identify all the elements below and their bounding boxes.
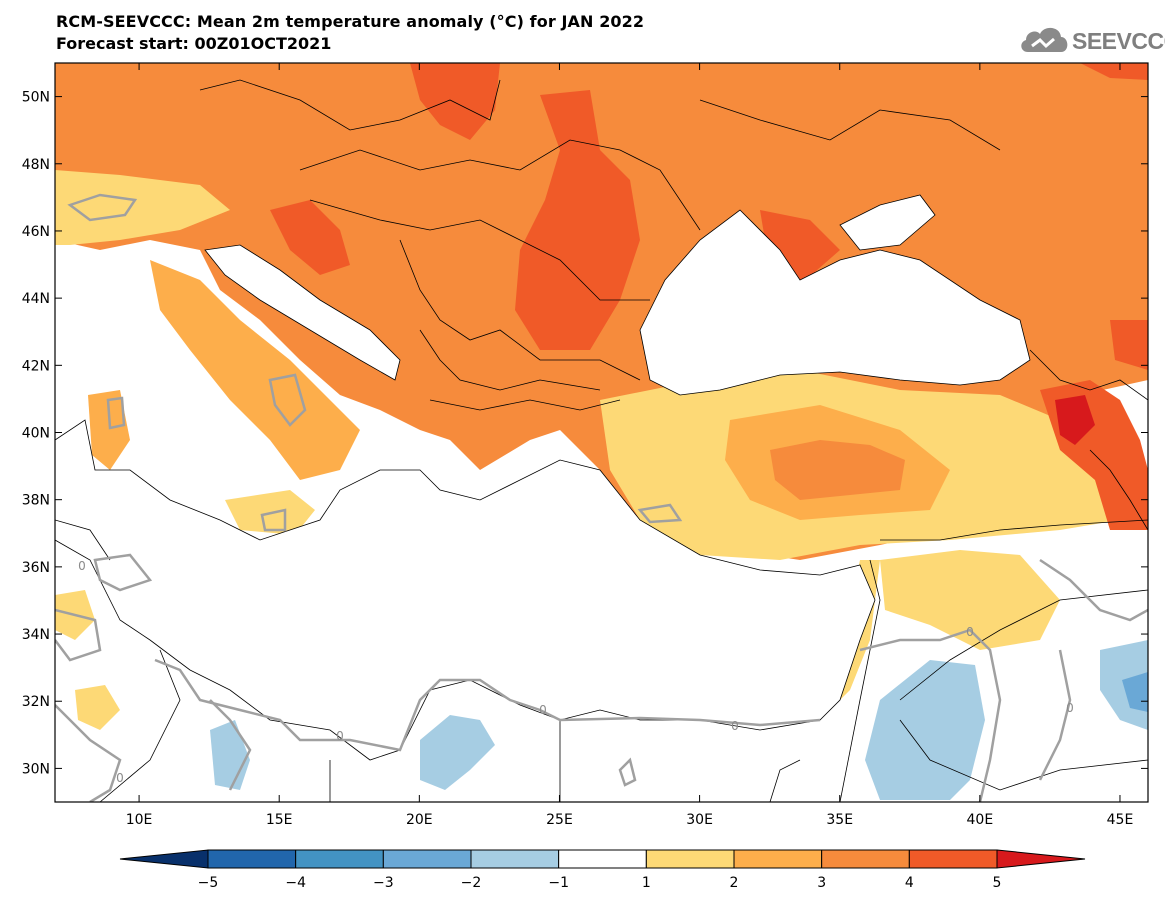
mild-region-libya [75,685,120,730]
lat-label: 44N [22,291,50,307]
longitude-labels: 10E 15E 20E 25E 30E 35E 40E 45E [126,812,1134,828]
contour-label: 0 [731,719,739,733]
cloud-icon [1021,27,1068,52]
lon-label: 10E [126,812,153,828]
map-title: RCM-SEEVCCC: Mean 2m temperature anomaly… [56,12,645,31]
colorbar-segment [908,849,998,869]
lat-label: 50N [22,90,50,106]
warm-core-anatolia [770,440,905,500]
colorbar-segment [558,849,647,869]
lat-label: 46N [22,224,50,240]
hot-core-armenia [1055,395,1095,445]
lat-label: 34N [22,627,50,643]
latitude-labels: 50N 48N 46N 44N 42N 40N 38N 36N 34N 32N 30N [22,90,50,778]
colorbar: −5 −4 −3 −2 −1 1 2 3 4 5 [119,849,1086,891]
lat-label: 40N [22,426,50,442]
colorbar-segment [295,849,384,869]
lat-label: 32N [22,694,50,710]
colorbar-high-triangle [996,849,1086,869]
azov-sea [839,194,936,251]
lat-label: 48N [22,157,50,173]
lon-label: 25E [546,812,573,828]
colorbar-segment [733,849,823,869]
lat-label: 42N [22,358,50,374]
colorbar-label: −4 [285,875,306,891]
map-field: 0 0 0 0 0 0 0 [55,63,1148,802]
mild-region-italy [150,260,360,480]
cool-region-arabia [865,660,985,800]
cool-core-iraq [1122,672,1148,712]
lon-label: 35E [826,812,853,828]
lon-label: 40E [967,812,994,828]
lat-label: 38N [22,493,50,509]
mild-region-levant [880,550,1060,650]
colorbar-segment [645,849,735,869]
contour-label: 0 [966,625,974,639]
forecast-start-label: Forecast start: 00Z01OCT2021 [56,34,332,53]
colorbar-label: 3 [817,875,826,891]
colorbar-label: 4 [905,875,914,891]
colorbar-segment [821,849,910,869]
hot-core-slovenia [270,200,350,275]
seevccc-logo: SEEVCCC [1018,22,1165,56]
zero-contours [55,193,1148,802]
contour-label: 0 [539,703,547,717]
lon-label: 20E [406,812,433,828]
contour-label: 0 [1066,701,1074,715]
contour-label: 0 [116,771,124,785]
axis-ticks [55,63,1148,802]
lon-label: 15E [266,812,293,828]
colorbar-label: −2 [461,875,482,891]
colorbar-label: −5 [198,875,219,891]
adriatic-sea [204,244,401,381]
colorbar-segment [470,849,560,869]
contour-label: 0 [336,729,344,743]
black-sea [639,209,1031,396]
cool-region-cyrenaica [420,715,495,790]
hot-core-east [1110,320,1148,370]
hot-core-romania [515,90,640,350]
logo-text: SEEVCCC [1072,28,1165,54]
hot-core-ne [1080,63,1148,80]
contour-label: 0 [78,559,86,573]
colorbar-label: −3 [373,875,394,891]
lon-label: 30E [686,812,713,828]
colorbar-segment [382,849,472,869]
colorbar-label: 5 [993,875,1002,891]
lat-label: 36N [22,560,50,576]
mild-region-sardinia [88,390,130,470]
mild-region-alps [55,170,230,245]
colorbar-label: 2 [730,875,739,891]
lat-label: 30N [22,761,50,777]
colorbar-low-triangle [119,849,209,869]
hot-core-hungary [410,63,500,140]
colorbar-segment [207,849,297,869]
country-borders [55,79,1148,802]
colorbar-label: −1 [548,875,569,891]
contour-labels: 0 0 0 0 0 0 0 [78,559,1074,785]
lon-label: 45E [1107,812,1134,828]
colorbar-label: 1 [642,875,651,891]
